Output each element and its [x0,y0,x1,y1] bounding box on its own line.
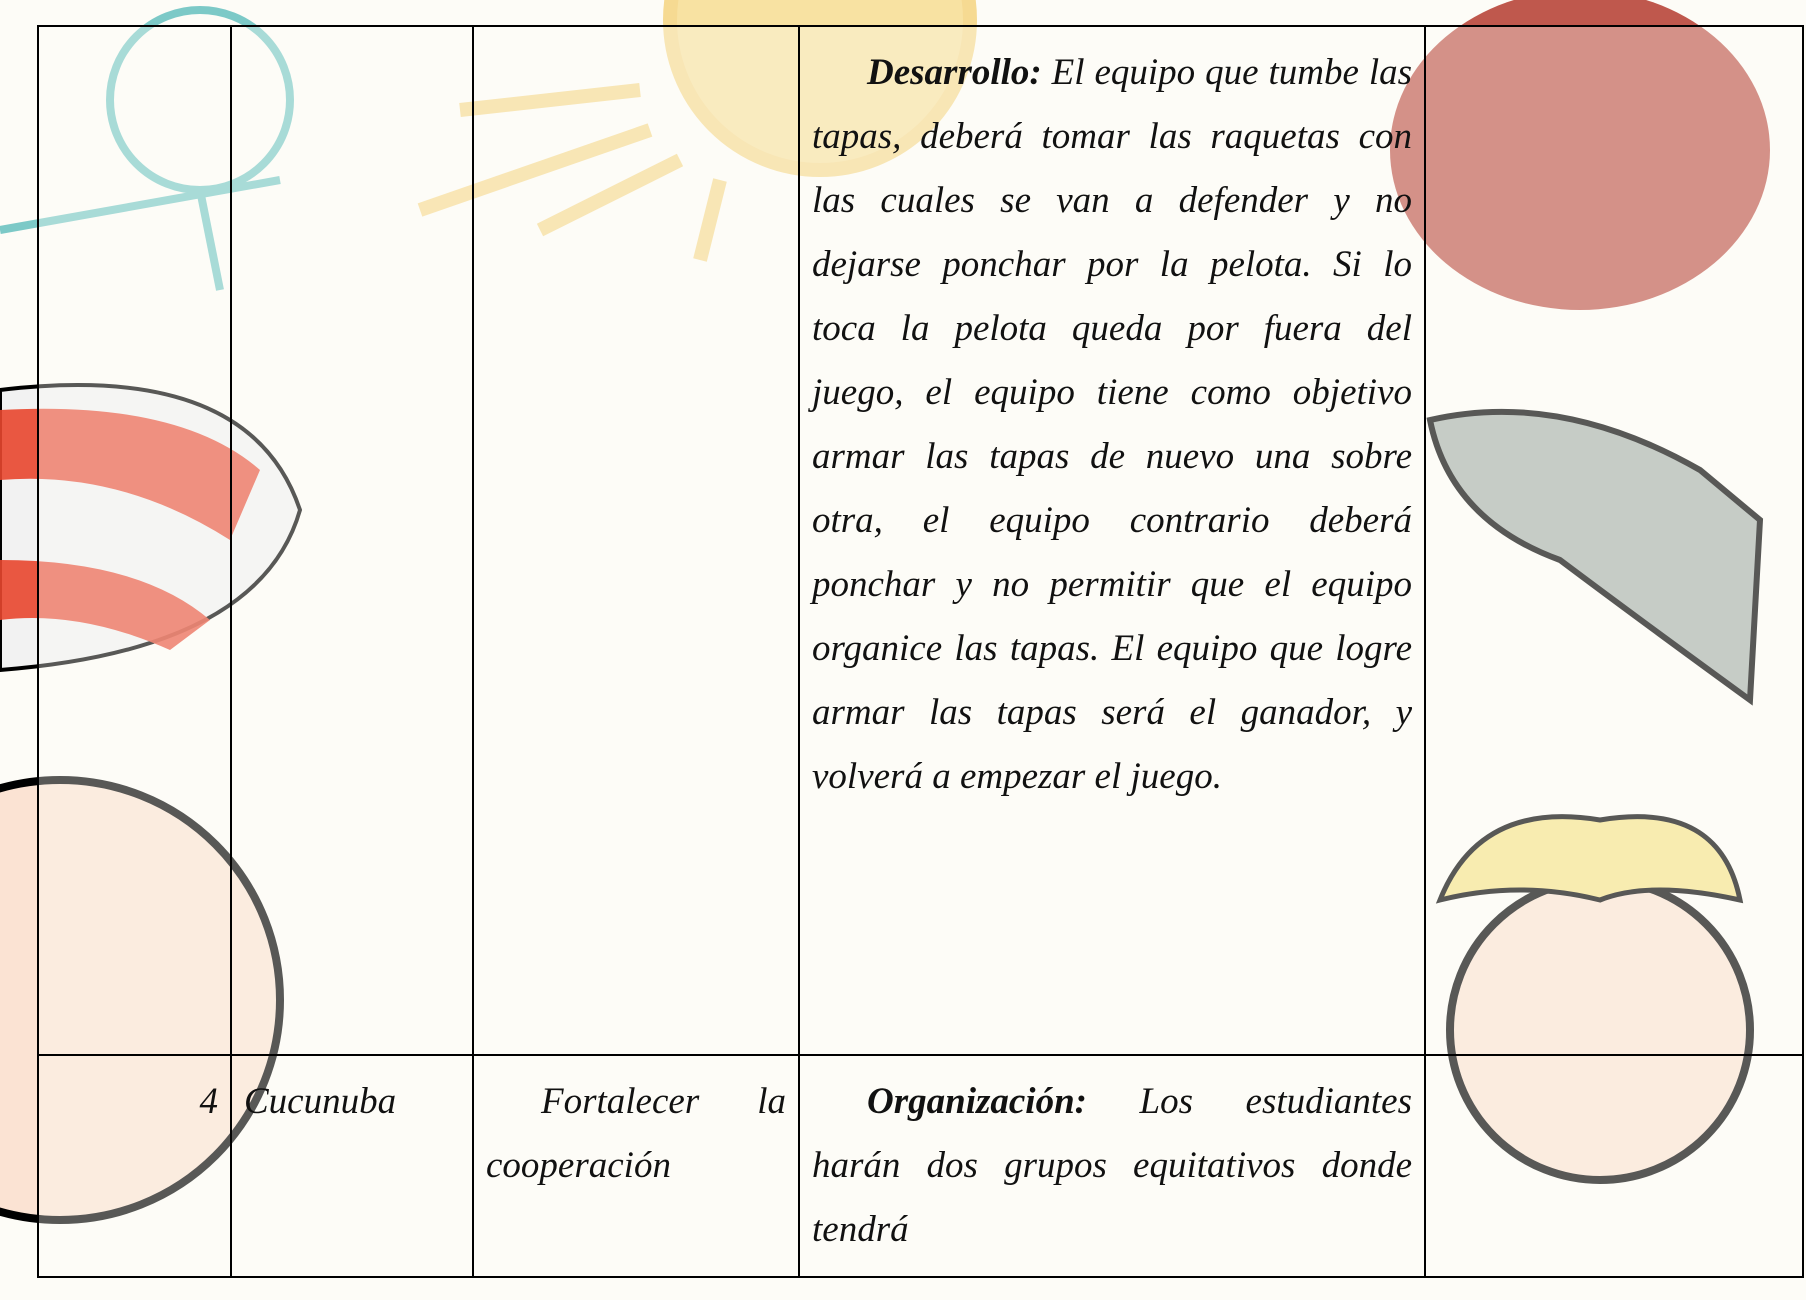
cell: 4 [37,1054,232,1278]
activity-label: Organización: [867,1081,1087,1122]
activity-number: 4 [199,1081,219,1122]
activity-label: Desarrollo: [867,52,1042,93]
cell [472,25,800,1056]
cell [37,25,232,1056]
activity-table: Desarrollo: El equipo que tumbe las tapa… [37,25,1804,1278]
activity-text: Desarrollo: El equipo que tumbe las tapa… [812,41,1412,809]
cell [1424,25,1804,1056]
activity-body: El equipo que tumbe las tapas, deberá to… [812,52,1413,797]
table-row: Desarrollo: El equipo que tumbe las tapa… [37,25,1804,1056]
activity-name: Cucunuba [244,1081,397,1122]
cell: Fortalecer la cooperación [472,1054,800,1278]
cell: Organización: Los estudiantes harán dos … [798,1054,1426,1278]
cell [230,25,474,1056]
cell: Desarrollo: El equipo que tumbe las tapa… [798,25,1426,1056]
cell [1424,1054,1804,1278]
cell: Cucunuba [230,1054,474,1278]
activity-text: Organización: Los estudiantes harán dos … [812,1070,1412,1262]
activity-body: Los estudiantes harán dos grupos equitat… [812,1081,1412,1250]
activity-objective: Fortalecer la cooperación [486,1081,786,1186]
table-row: 4 Cucunuba Fortalecer la cooperación Org… [37,1054,1804,1278]
